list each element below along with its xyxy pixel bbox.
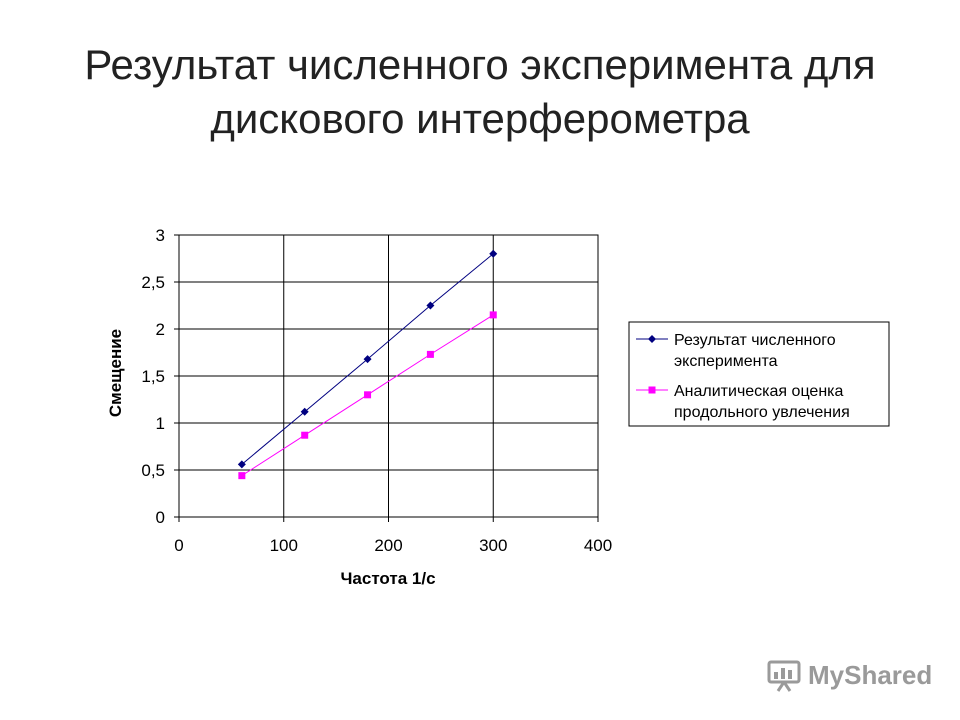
y-tick-label: 2,5 xyxy=(141,273,165,292)
x-tick-label: 300 xyxy=(479,536,507,555)
x-tick-label: 100 xyxy=(270,536,298,555)
data-point-square xyxy=(489,311,497,319)
y-tick-label: 1,5 xyxy=(141,367,165,386)
chart-series xyxy=(237,249,498,480)
x-axis-label: Частота 1/с xyxy=(340,569,435,588)
y-tick-label: 1 xyxy=(156,414,165,433)
y-axis-label: Смещение xyxy=(106,329,125,417)
legend-item-analytical: Аналитическая оценка продольного увлечен… xyxy=(636,383,850,421)
chart-grid xyxy=(179,235,598,517)
x-tick-label: 400 xyxy=(584,536,612,555)
legend-box xyxy=(628,321,890,427)
slide-title: Результат численного эксперимента для ди… xyxy=(40,38,920,146)
legend-label-analytical-line-2: продольного увлечения xyxy=(674,404,850,421)
legend-label-numerical-line-2: эксперимента xyxy=(674,353,778,370)
y-tick-label: 2 xyxy=(156,320,165,339)
presentation-board-icon xyxy=(767,660,801,692)
data-point-square xyxy=(364,391,372,399)
y-tick-label: 0 xyxy=(156,508,165,527)
legend-label-numerical-line-1: Результат численного xyxy=(674,332,836,349)
data-point-square xyxy=(301,431,309,439)
data-point-square xyxy=(426,350,434,358)
axis-ticks: 0 100 200 300 400 0 0,5 1 1,5 2 2,5 3 xyxy=(141,226,612,555)
legend-marker-diamond-icon xyxy=(648,335,656,343)
data-point-diamond xyxy=(300,407,309,416)
watermark-text: MyShared xyxy=(808,659,933,690)
x-tick-label: 0 xyxy=(174,536,183,555)
data-point-diamond xyxy=(363,355,372,364)
slide-title-line-1: Результат численного эксперимента для xyxy=(84,41,876,88)
x-tick-label: 200 xyxy=(374,536,402,555)
legend-marker-square-icon xyxy=(648,386,656,394)
watermark: MyShared xyxy=(766,655,932,695)
slide-title-line-2: дискового интерферометра xyxy=(210,95,750,142)
data-point-diamond xyxy=(237,460,246,469)
data-point-square xyxy=(238,472,246,480)
data-point-diamond xyxy=(426,301,435,310)
data-point-diamond xyxy=(489,249,498,258)
legend-item-numerical: Результат численного эксперимента xyxy=(636,332,836,370)
chart-legend: Результат численного эксперимента Аналит… xyxy=(628,321,890,427)
legend-label-analytical-line-1: Аналитическая оценка xyxy=(674,383,844,400)
y-tick-label: 0,5 xyxy=(141,461,165,480)
y-tick-label: 3 xyxy=(156,226,165,245)
